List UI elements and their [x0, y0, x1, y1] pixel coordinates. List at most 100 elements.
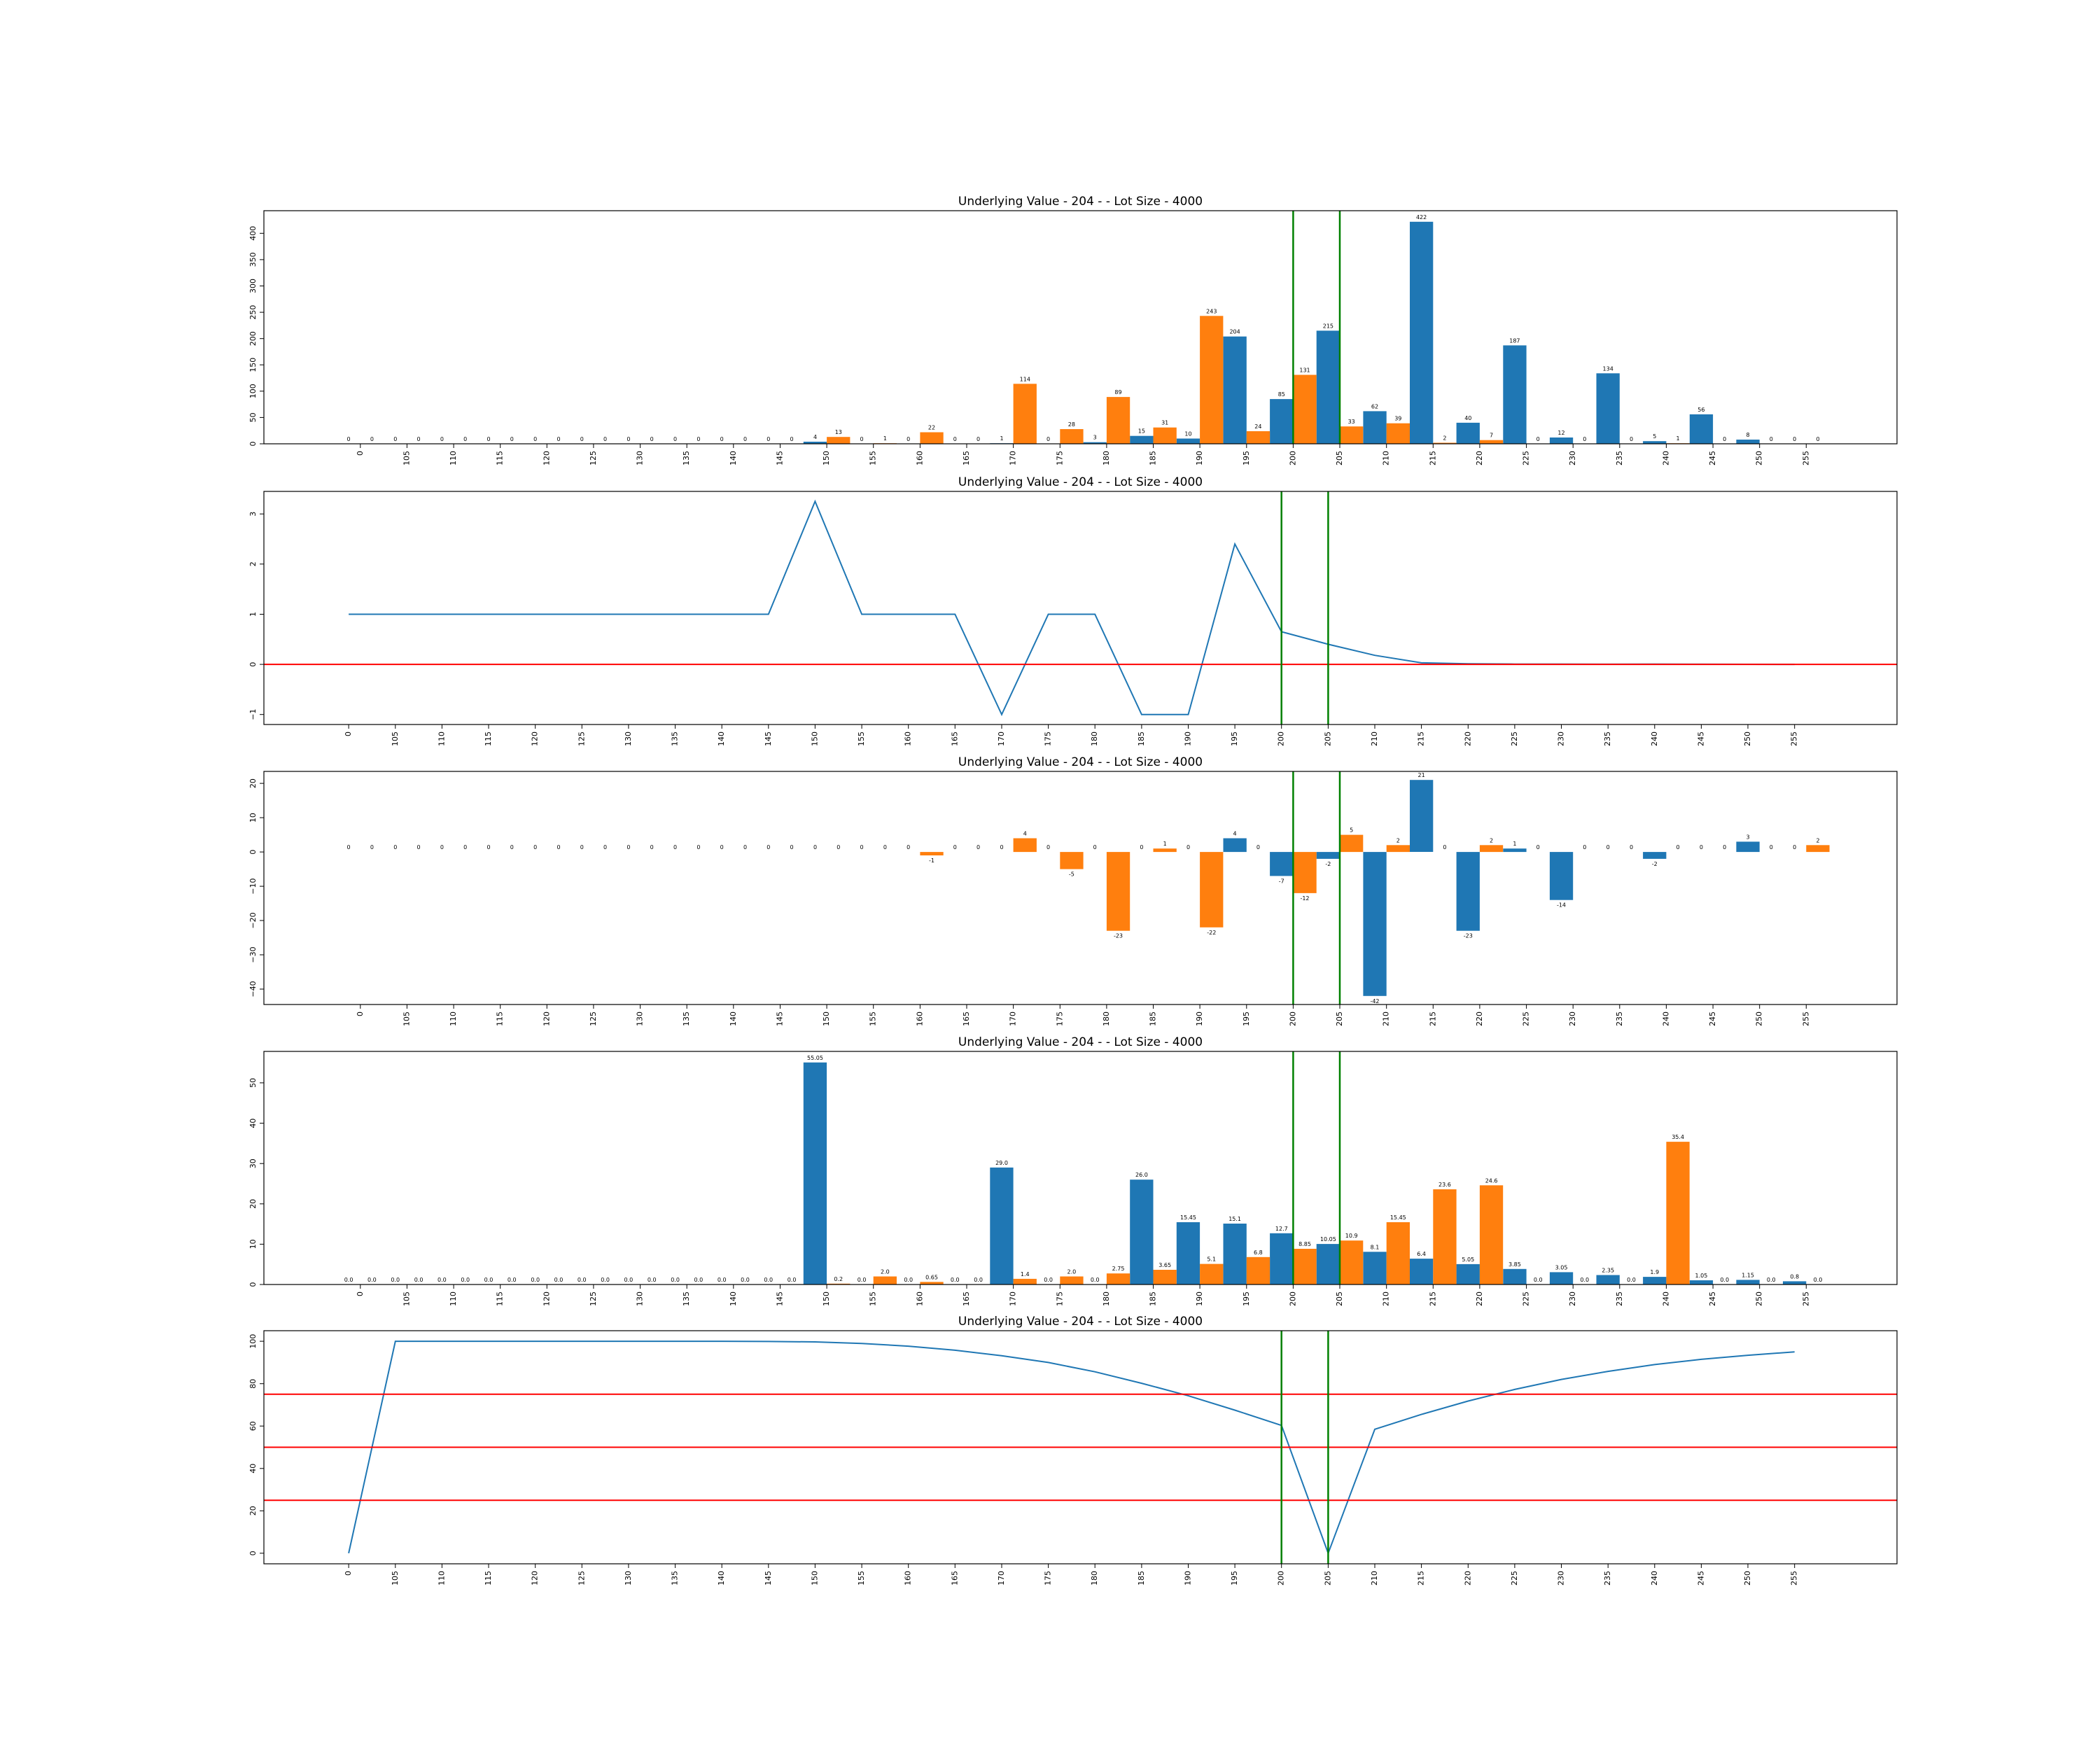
data-label: 85	[1278, 391, 1285, 398]
data-label: 0.0	[1091, 1277, 1100, 1283]
data-label: -7	[1279, 878, 1284, 884]
data-label: 0	[743, 844, 747, 850]
x-tick-label-165: 165	[962, 1292, 971, 1306]
x-tick-label-160: 160	[915, 1292, 924, 1306]
data-label: 0.0	[764, 1277, 773, 1283]
data-label: 0	[1093, 844, 1097, 850]
data-label: 114	[1020, 376, 1030, 382]
y-tick-label: −40	[248, 981, 258, 997]
x-tick-label-200: 200	[1288, 1011, 1297, 1026]
data-label: 0.0	[344, 1277, 354, 1283]
bar-s1-180	[1106, 397, 1130, 444]
x-tick-label-235: 235	[1603, 732, 1612, 746]
x-tick-label-255: 255	[1801, 451, 1810, 465]
bar-s1-185	[1153, 848, 1177, 853]
data-label: 2	[1443, 435, 1446, 442]
x-tick-label-135: 135	[682, 451, 691, 465]
data-label: 0	[417, 844, 421, 850]
x-tick-label-135: 135	[682, 1011, 691, 1026]
bar-s0-205	[1316, 330, 1340, 444]
x-tick-label-225: 225	[1510, 1571, 1519, 1586]
data-label: 33	[1348, 419, 1355, 425]
x-tick-label-170: 170	[1009, 451, 1018, 465]
y-tick-label: 0	[248, 1282, 258, 1287]
data-label: 0	[486, 436, 490, 442]
data-label: -5	[1069, 872, 1074, 878]
x-tick-label-250: 250	[1743, 732, 1752, 746]
data-label: 0.2	[834, 1276, 843, 1282]
data-label: -14	[1557, 902, 1566, 909]
y-tick-label: 40	[248, 1119, 258, 1128]
data-label: 0.0	[1627, 1277, 1636, 1283]
bar-s0-180	[1083, 442, 1107, 444]
bar-s0-195	[1223, 336, 1247, 444]
data-label: 215	[1323, 323, 1334, 329]
bar-s1-190	[1200, 1264, 1224, 1284]
bar-s0-225	[1503, 848, 1527, 853]
data-label: 0	[603, 844, 607, 850]
bar-s0-220	[1456, 1264, 1480, 1284]
data-label: 0	[1700, 844, 1703, 850]
y-tick-label: 3	[248, 512, 258, 517]
data-label: 3.65	[1158, 1262, 1171, 1268]
x-tick-label-240: 240	[1661, 1011, 1670, 1026]
data-label: 0	[417, 436, 421, 442]
bar-s1-205	[1340, 1240, 1364, 1284]
x-tick-label-220: 220	[1475, 451, 1484, 465]
x-tick-label-150: 150	[822, 1011, 831, 1026]
data-label: -1	[929, 858, 934, 864]
bar-s1-210	[1386, 1222, 1410, 1284]
data-label: 4	[1233, 831, 1237, 837]
x-tick-label-120: 120	[542, 1011, 551, 1026]
data-label: 1.05	[1695, 1273, 1707, 1279]
data-label: 2.0	[1068, 1269, 1077, 1275]
axes-frame	[263, 771, 1898, 1005]
data-label: 62	[1371, 403, 1378, 410]
x-tick-label-135: 135	[671, 732, 680, 746]
data-label: 0	[1046, 436, 1050, 442]
x-tick-label-115: 115	[496, 1011, 505, 1026]
bar-s1-170	[1013, 384, 1037, 444]
y-tick-label: 400	[248, 226, 258, 241]
x-tick-label-125: 125	[577, 1571, 586, 1586]
bar-s0-205	[1316, 1244, 1340, 1284]
data-label: 8	[1746, 432, 1749, 438]
y-tick-label: 10	[248, 813, 258, 822]
bar-s1-175	[1060, 1276, 1084, 1284]
data-label: 0	[1630, 844, 1633, 850]
data-label: 0	[1256, 844, 1260, 850]
x-tick-label-155: 155	[857, 732, 866, 746]
x-tick-label-155: 155	[869, 451, 878, 465]
x-tick-label-105: 105	[402, 451, 411, 465]
data-label: 15	[1138, 428, 1145, 435]
bar-s1-200	[1293, 1249, 1317, 1284]
bar-s0-245	[1689, 414, 1714, 444]
data-label: 28	[1068, 421, 1075, 428]
axes-frame	[263, 1051, 1898, 1285]
y-tick-label: 20	[248, 1506, 258, 1516]
bar-s1-210	[1386, 845, 1410, 853]
bar-s1-195	[1246, 431, 1270, 444]
x-tick-label-225: 225	[1522, 1011, 1531, 1026]
y-tick-label: −10	[248, 878, 258, 894]
x-tick-label-165: 165	[950, 732, 959, 746]
data-label: 31	[1161, 420, 1168, 426]
x-tick-label-155: 155	[857, 1571, 866, 1586]
data-label: 8.1	[1371, 1244, 1380, 1250]
data-label: 0	[720, 436, 724, 442]
data-label: -2	[1325, 861, 1331, 867]
axes-frame	[263, 1330, 1898, 1564]
data-label: 0	[347, 844, 351, 850]
data-label: 0	[1536, 844, 1540, 850]
data-label: 0	[440, 844, 444, 850]
bar-s0-205	[1316, 852, 1340, 859]
data-label: 0	[906, 436, 910, 442]
data-label: 0	[1583, 436, 1586, 442]
data-label: 0	[813, 844, 817, 850]
bar-s0-235	[1596, 1275, 1620, 1284]
y-tick-label: 0	[248, 662, 258, 667]
x-tick-label-115: 115	[496, 1292, 505, 1306]
data-label: 0	[650, 436, 654, 442]
x-tick-label-190: 190	[1195, 1011, 1204, 1026]
x-tick-label-140: 140	[729, 451, 738, 465]
